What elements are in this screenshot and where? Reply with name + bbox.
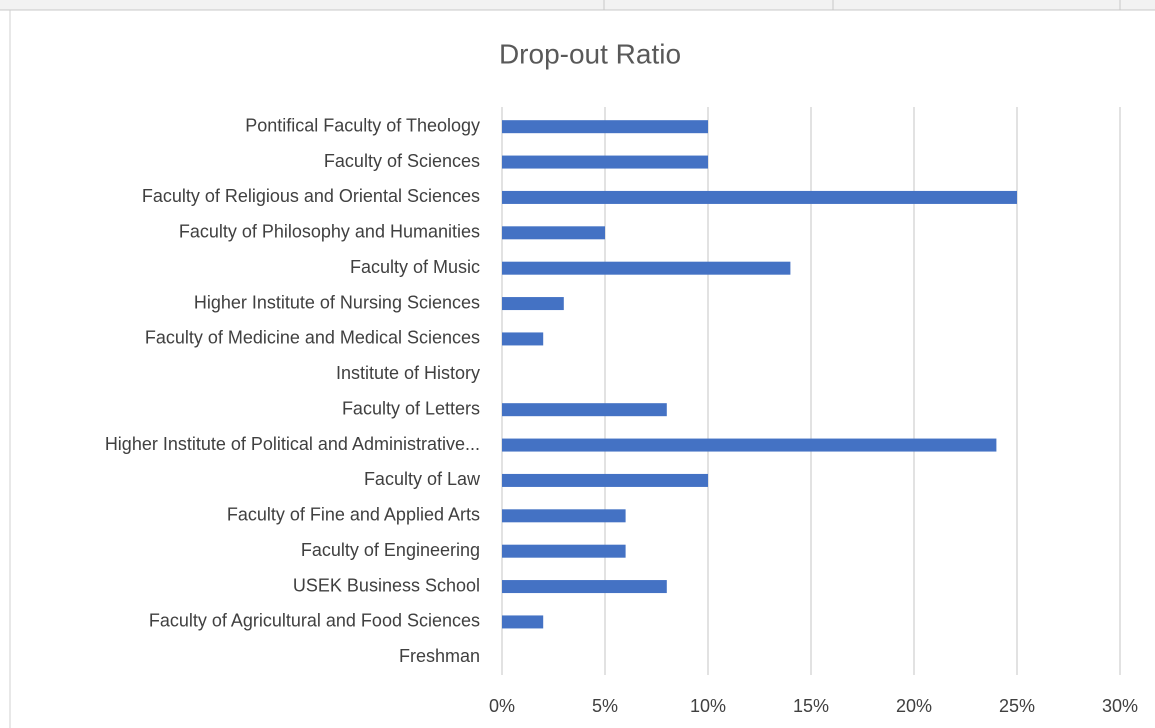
x-tick-label: 0%: [489, 696, 515, 716]
y-tick-label: Faculty of Religious and Oriental Scienc…: [142, 186, 480, 206]
y-tick-label: Freshman: [399, 646, 480, 666]
bar: [502, 403, 667, 417]
bar: [502, 473, 708, 487]
y-tick-label: Higher Institute of Political and Admini…: [105, 434, 480, 454]
sheet-strip: [0, 0, 1155, 10]
x-tick-label: 30%: [1102, 696, 1138, 716]
x-tick-label: 20%: [896, 696, 932, 716]
bar: [502, 332, 544, 346]
y-tick-label: Faculty of Sciences: [324, 151, 480, 171]
y-tick-label: Faculty of Music: [350, 257, 480, 277]
y-tick-label: Higher Institute of Nursing Sciences: [194, 292, 480, 312]
y-tick-label: Faculty of Philosophy and Humanities: [179, 222, 480, 242]
bar: [502, 261, 791, 275]
y-tick-label: USEK Business School: [293, 575, 480, 595]
bar: [502, 615, 544, 629]
x-tick-label: 25%: [999, 696, 1035, 716]
bar: [502, 580, 667, 594]
chart-title: Drop-out Ratio: [499, 38, 681, 69]
y-tick-label: Faculty of Letters: [342, 398, 480, 418]
bar: [502, 544, 626, 558]
bar: [502, 155, 708, 169]
y-tick-label: Faculty of Agricultural and Food Science…: [149, 611, 480, 631]
x-tick-label: 10%: [690, 696, 726, 716]
y-tick-label: Faculty of Engineering: [301, 540, 480, 560]
y-tick-label: Faculty of Fine and Applied Arts: [227, 505, 480, 525]
y-tick-label: Pontifical Faculty of Theology: [245, 115, 480, 135]
bar: [502, 297, 564, 311]
y-tick-label: Faculty of Law: [364, 469, 481, 489]
x-tick-label: 5%: [592, 696, 618, 716]
bar: [502, 226, 605, 240]
bar: [502, 120, 708, 134]
x-tick-label: 15%: [793, 696, 829, 716]
y-tick-label: Faculty of Medicine and Medical Sciences: [145, 328, 480, 348]
bar: [502, 438, 997, 452]
y-tick-label: Institute of History: [336, 363, 480, 383]
bar: [502, 509, 626, 523]
bar: [502, 190, 1017, 204]
